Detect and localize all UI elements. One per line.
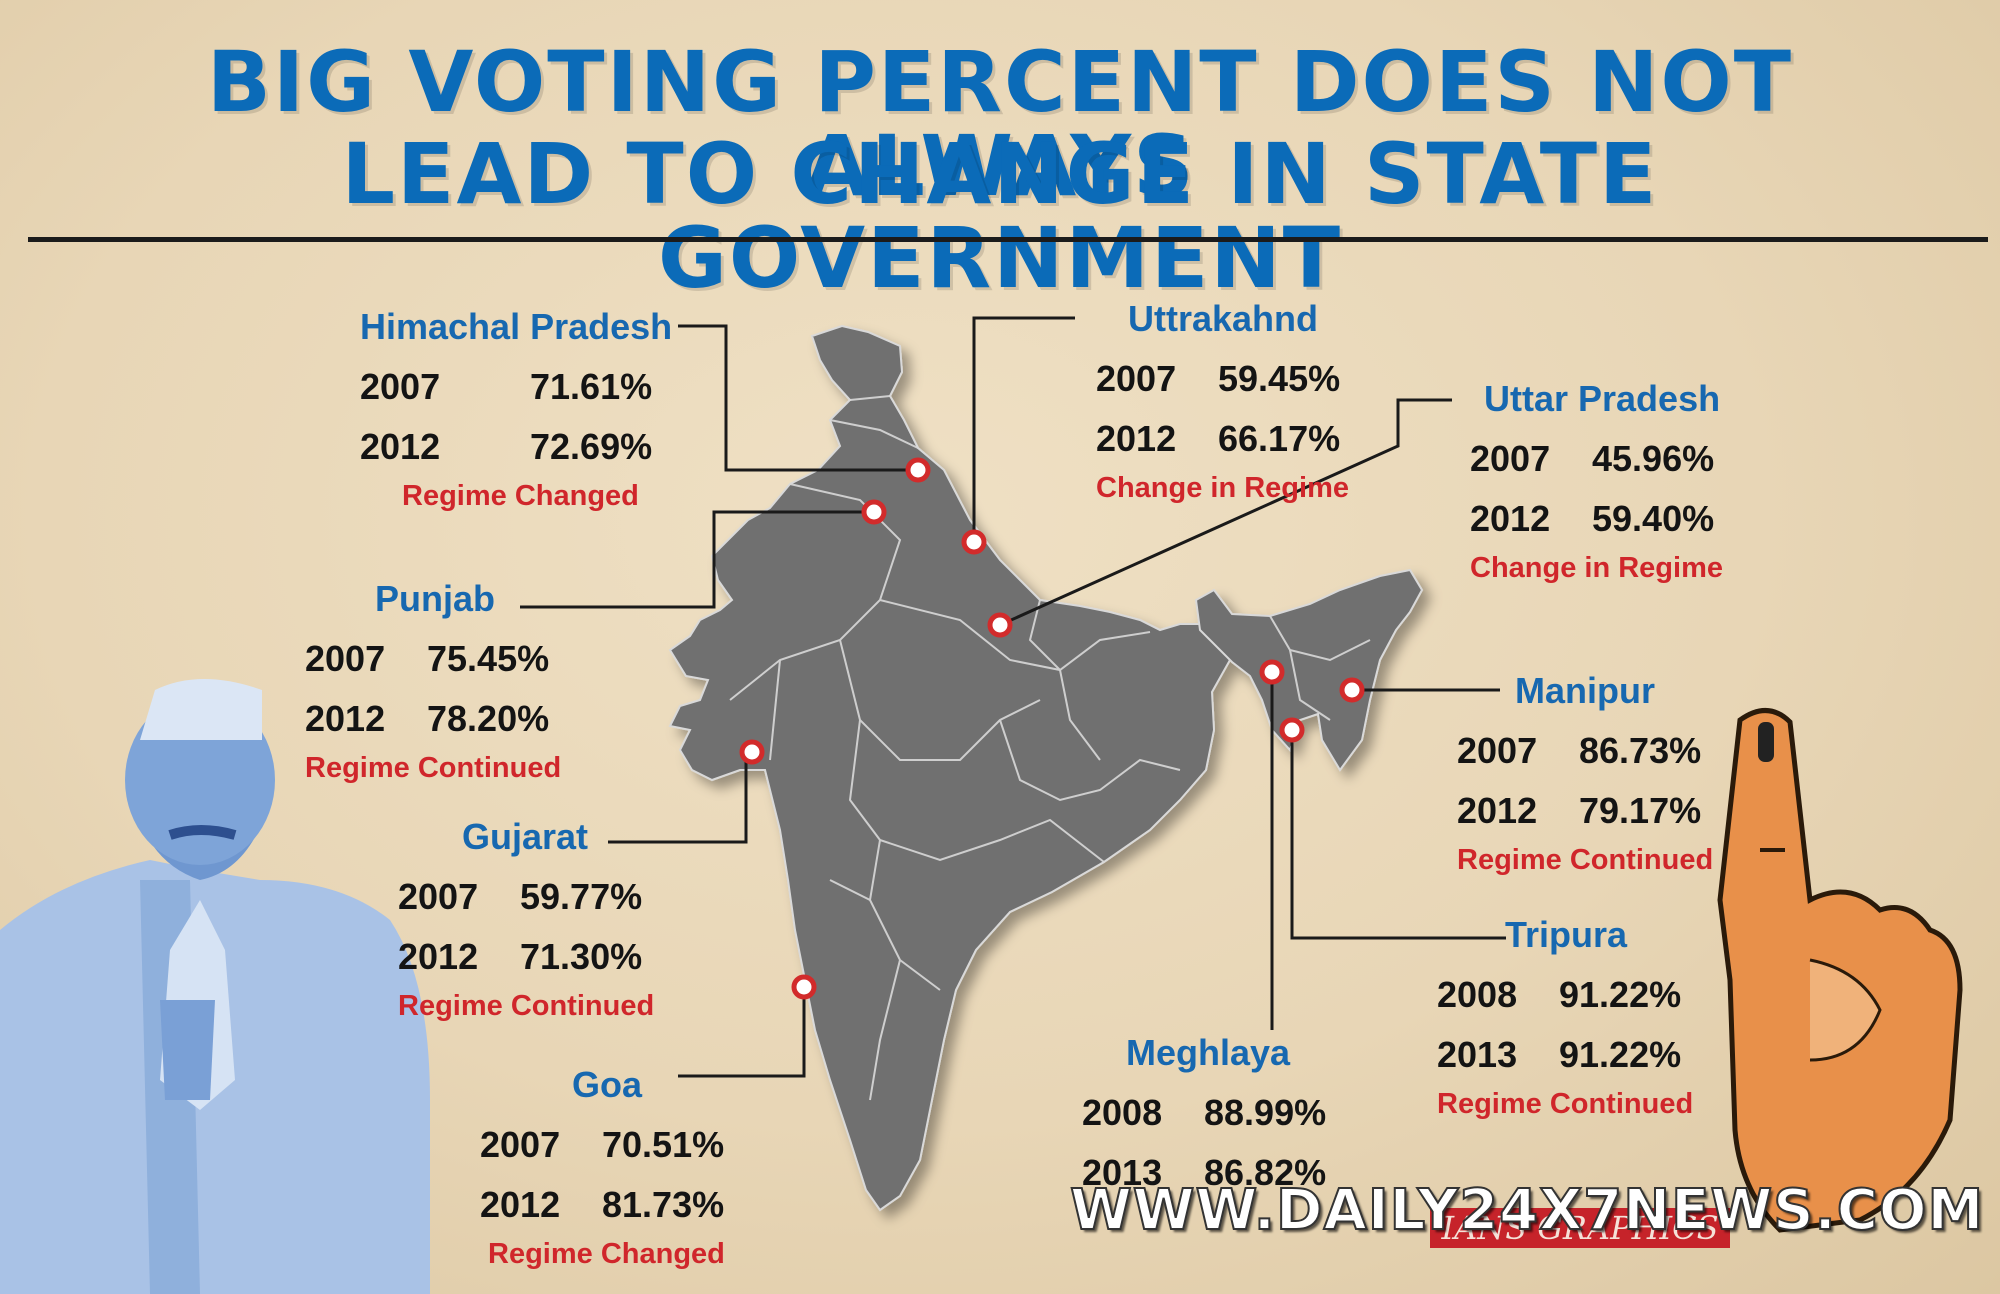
regime-note: Regime Changed bbox=[402, 480, 639, 512]
year-row-1: 2008 88.99% bbox=[1082, 1092, 1327, 1133]
year-row-2: 2012 79.17% bbox=[1457, 790, 1702, 831]
regime-note: Regime Changed bbox=[488, 1238, 725, 1270]
state-goa: Goa 2007 70.51% 2012 81.73% Regime Changed bbox=[480, 1064, 725, 1271]
ians-graphics-credit: IANS GRAPHICS bbox=[1430, 1208, 1730, 1248]
state-name: Uttrakahnd bbox=[1128, 298, 1319, 339]
state-manipur: Manipur 2007 86.73% 2012 79.17% Regime Con… bbox=[1457, 670, 1713, 877]
year-row-2: 2012 72.69% bbox=[360, 426, 653, 467]
state-name: Tripura bbox=[1505, 914, 1628, 955]
year-row-2: 2012 66.17% bbox=[1096, 418, 1341, 459]
year-row-1: 2007 59.77% bbox=[398, 876, 643, 917]
year-row-2: 2012 78.20% bbox=[305, 698, 550, 739]
regime-note: Change in Regime bbox=[1096, 472, 1349, 504]
year-row-1: 2007 70.51% bbox=[480, 1124, 725, 1165]
headline-line-1: BIG VOTING PERCENT DOES NOT ALWAYS bbox=[206, 33, 1794, 215]
year-row-2: 2012 59.40% bbox=[1470, 498, 1715, 539]
regime-note: Regime Continued bbox=[1457, 844, 1714, 876]
year-row-1: 2007 45.96% bbox=[1470, 438, 1715, 479]
state-uttar-pradesh: Uttar Pradesh 2007 45.96% 2012 59.40% Chan… bbox=[1470, 378, 1723, 585]
state-punjab: Punjab 2007 75.45% 2012 78.20% Regime Cont… bbox=[305, 578, 561, 785]
state-name: Himachal Pradesh bbox=[360, 306, 673, 347]
state-uttarakhand: Uttrakahnd 2007 59.45% 2012 66.17% Change … bbox=[1096, 298, 1349, 505]
state-meghalaya: Meghlaya 2008 88.99% 2013 86.82% bbox=[1082, 1032, 1326, 1194]
headline-line-2: LEAD TO CHANGE IN STATE GOVERNMENT bbox=[341, 125, 1659, 307]
regime-note: Regime Continued bbox=[398, 990, 655, 1022]
year-row-1: 2007 59.45% bbox=[1096, 358, 1341, 399]
state-name: Gujarat bbox=[462, 816, 589, 857]
year-row-1: 2007 75.45% bbox=[305, 638, 550, 679]
year-row-1: 2008 91.22% bbox=[1437, 974, 1682, 1015]
divider bbox=[28, 237, 1988, 242]
year-row-2: 2013 91.22% bbox=[1437, 1034, 1682, 1075]
state-gujarat: Gujarat 2007 59.77% 2012 71.30% Regime Con… bbox=[398, 816, 654, 1023]
state-name: Punjab bbox=[375, 578, 496, 619]
state-name: Uttar Pradesh bbox=[1484, 378, 1721, 419]
year-row-1: 2007 71.61% bbox=[360, 366, 653, 407]
website-watermark: WWW.DAILY24X7NEWS.COM bbox=[1069, 1177, 1985, 1244]
year-row-2: 2013 86.82% bbox=[1082, 1152, 1327, 1193]
regime-note: Regime Continued bbox=[305, 752, 562, 784]
year-row-1: 2007 86.73% bbox=[1457, 730, 1702, 771]
regime-note: Change in Regime bbox=[1470, 552, 1723, 584]
state-name: Meghlaya bbox=[1126, 1032, 1291, 1073]
state-name: Goa bbox=[572, 1064, 643, 1105]
location-marker-icon bbox=[739, 457, 1365, 1000]
state-himachal-pradesh: Himachal Pradesh 2007 71.61% 2012 72.69% R… bbox=[360, 306, 672, 513]
state-name: Manipur bbox=[1515, 670, 1655, 711]
year-row-2: 2012 71.30% bbox=[398, 936, 643, 977]
year-row-2: 2012 81.73% bbox=[480, 1184, 725, 1225]
state-tripura: Tripura 2008 91.22% 2013 91.22% Regime Con… bbox=[1437, 914, 1693, 1121]
regime-note: Regime Continued bbox=[1437, 1088, 1694, 1120]
